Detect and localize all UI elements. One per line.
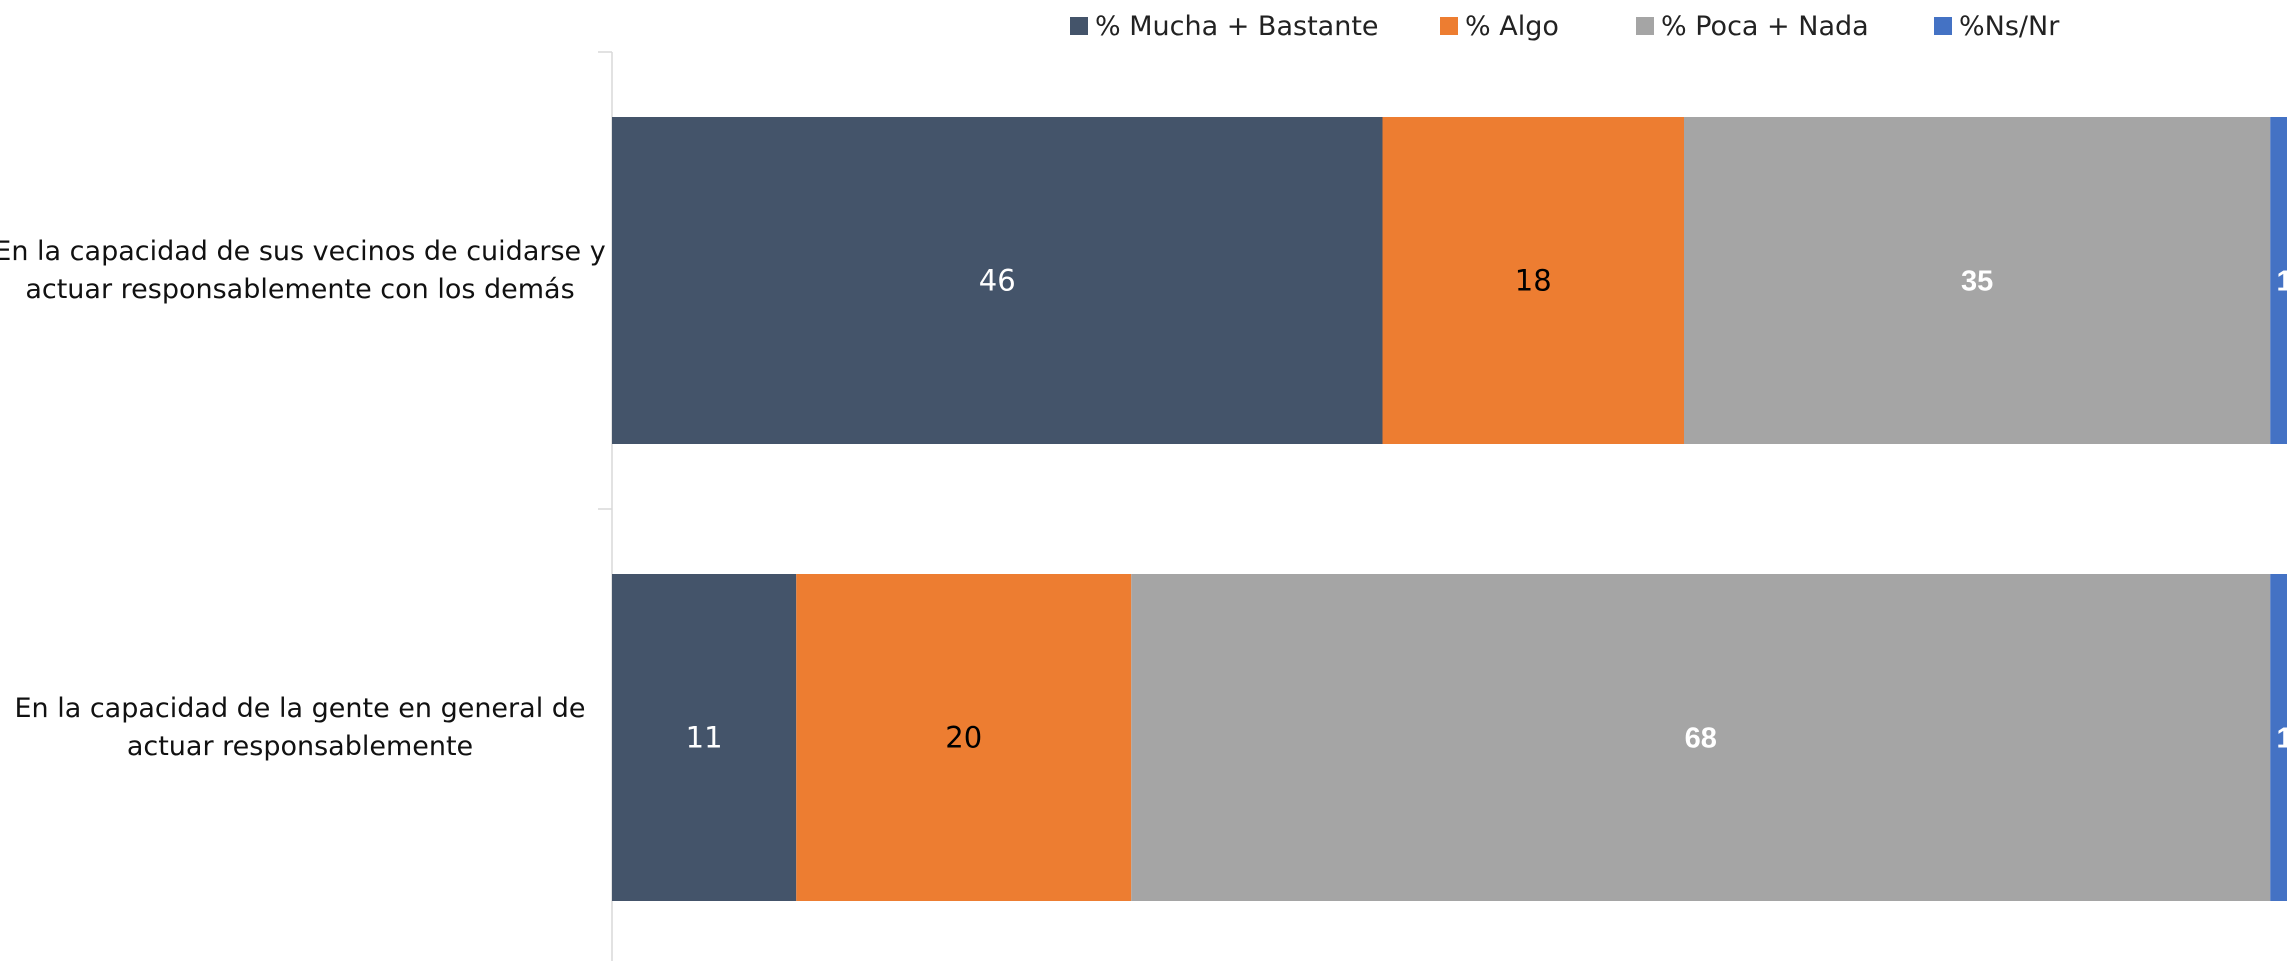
category-label-line: En la capacidad de sus vecinos de cuidar… — [0, 236, 606, 267]
category-label: En la capacidad de la gente en general d… — [14, 693, 585, 762]
legend-label: %Ns/Nr — [1959, 11, 2060, 42]
data-label: 18 — [1515, 264, 1552, 298]
bar-segment — [1684, 117, 2271, 444]
bar-segment — [612, 117, 1383, 444]
bar-segment — [2270, 574, 2287, 901]
data-label: 46 — [979, 264, 1016, 298]
data-label: 11 — [686, 721, 723, 755]
legend-label: % Mucha + Bastante — [1095, 11, 1379, 42]
bar-segment — [1382, 117, 1684, 444]
data-label: 1 — [2277, 723, 2290, 755]
legend-swatch — [1440, 17, 1458, 35]
category-label: En la capacidad de sus vecinos de cuidar… — [0, 236, 606, 305]
bar-segment — [1131, 574, 2271, 901]
category-label-line: actuar responsablemente — [127, 731, 473, 762]
bars-group: 46 18 35 111 20 68 1 — [612, 117, 2290, 901]
legend-swatch — [1636, 17, 1654, 35]
bar-segment — [612, 574, 797, 901]
category-label-line: actuar responsablemente con los demás — [25, 274, 574, 305]
data-label: 20 — [945, 721, 982, 755]
legend-swatch — [1070, 17, 1088, 35]
bar-segment — [2270, 117, 2287, 444]
category-label-line: En la capacidad de la gente en general d… — [14, 693, 585, 724]
bar-segment — [796, 574, 1132, 901]
legend-label: % Poca + Nada — [1661, 11, 1869, 42]
legend-label: % Algo — [1465, 11, 1559, 42]
data-label: 68 — [1685, 723, 1717, 755]
data-label: 35 — [1961, 266, 1993, 298]
category-labels: En la capacidad de sus vecinos de cuidar… — [0, 236, 606, 762]
legend-swatch — [1934, 17, 1952, 35]
legend: % Mucha + Bastante % Algo % Poca + Nada %Ns… — [1070, 11, 2060, 42]
data-label: 1 — [2277, 266, 2290, 298]
